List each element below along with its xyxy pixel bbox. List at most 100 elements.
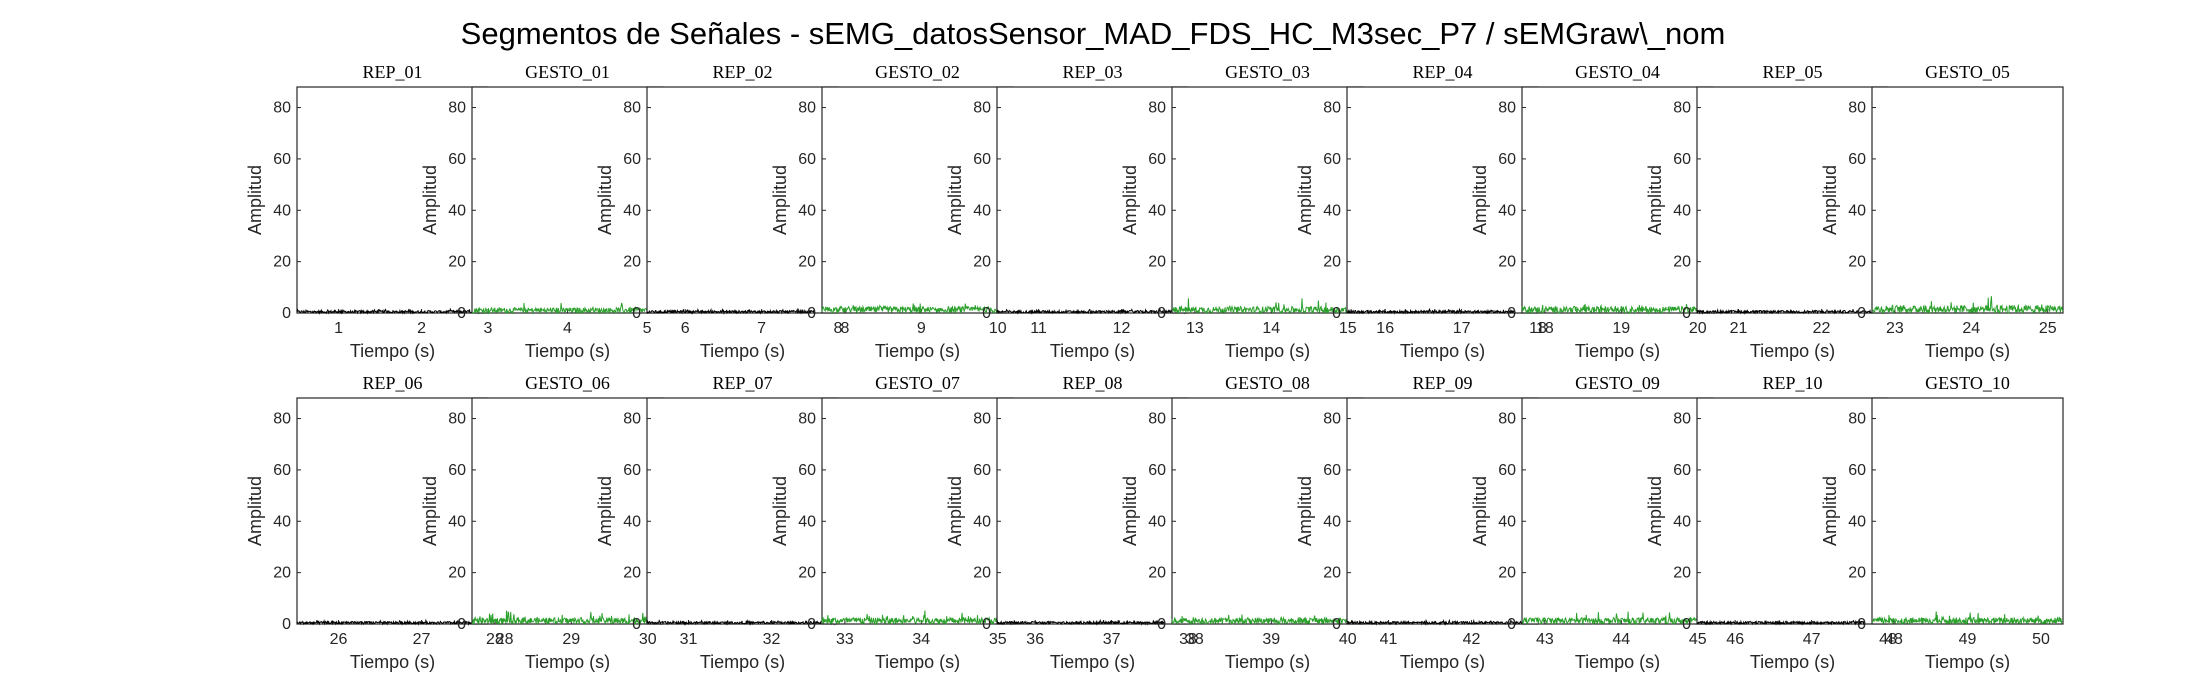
y-tick-label: 80: [973, 411, 991, 428]
subplot: 0 20 40 60 80 23 24 25 GESTO_05 Tiempo (s) Amplitu…: [1820, 62, 2064, 361]
x-tick-label: 32: [763, 631, 781, 648]
x-tick-label: 8: [834, 320, 843, 337]
x-tick-label: 49: [1959, 631, 1977, 648]
x-tick-label: 18: [1536, 320, 1554, 337]
y-tick-label: 40: [798, 202, 816, 219]
subplot-title: GESTO_05: [1925, 62, 2010, 82]
y-tick-label: 80: [1848, 100, 1866, 117]
signal-line: [1871, 611, 2064, 626]
x-tick-label: 26: [330, 631, 348, 648]
y-tick-label: 40: [1498, 202, 1516, 219]
y-tick-label: 40: [448, 513, 466, 530]
y-tick-label: 80: [273, 411, 291, 428]
signal-line: [1871, 296, 2064, 315]
y-tick-label: 80: [448, 411, 466, 428]
y-tick-label: 0: [982, 305, 991, 322]
x-tick-label: 23: [1886, 320, 1904, 337]
x-tick-label: 17: [1453, 320, 1471, 337]
subplot-title: REP_03: [1062, 62, 1122, 82]
x-tick-label: 30: [639, 631, 657, 648]
y-tick-label: 80: [1323, 411, 1341, 428]
x-tick-label: 24: [1962, 320, 1980, 337]
y-tick-label: 0: [457, 305, 466, 322]
y-tick-label: 20: [973, 565, 991, 582]
y-tick-label: 80: [1848, 411, 1866, 428]
subplot-title: GESTO_09: [1575, 373, 1660, 393]
x-tick-label: 38: [1186, 631, 1204, 648]
y-tick-label: 60: [448, 151, 466, 168]
y-tick-label: 20: [798, 254, 816, 271]
y-tick-label: 60: [1673, 462, 1691, 479]
x-axis-label: Tiempo (s): [1925, 341, 2010, 361]
y-tick-label: 60: [1498, 151, 1516, 168]
subplot: 0 20 40 60 80 16 17 18 REP_04 Tiempo (s) Amplitud: [1295, 62, 1547, 361]
y-tick-label: 40: [448, 202, 466, 219]
x-tick-label: 8: [840, 320, 849, 337]
plot-frame: [646, 397, 839, 625]
subplot-title: REP_10: [1762, 373, 1822, 393]
x-tick-label: 40: [1339, 631, 1357, 648]
signal-line: [471, 610, 664, 626]
x-tick-label: 20: [1689, 320, 1707, 337]
x-tick-label: 29: [562, 631, 580, 648]
y-axis-label: Amplitud: [1820, 165, 1840, 235]
y-tick-label: 0: [282, 305, 291, 322]
y-tick-label: 80: [1673, 411, 1691, 428]
y-tick-label: 0: [1157, 616, 1166, 633]
y-tick-label: 40: [623, 202, 641, 219]
x-tick-label: 34: [912, 631, 930, 648]
y-tick-label: 60: [1498, 462, 1516, 479]
subplot-title: REP_05: [1762, 62, 1822, 82]
y-tick-label: 60: [1848, 151, 1866, 168]
y-tick-label: 0: [632, 305, 641, 322]
y-tick-label: 60: [1323, 151, 1341, 168]
subplot: 0 20 40 60 80 13 14 15 GESTO_03 Tiempo (s) Amplitu…: [1120, 62, 1364, 361]
y-tick-label: 20: [1148, 254, 1166, 271]
y-tick-label: 80: [1148, 411, 1166, 428]
x-tick-label: 28: [486, 631, 504, 648]
y-tick-label: 0: [1857, 616, 1866, 633]
y-tick-label: 20: [1673, 254, 1691, 271]
x-tick-label: 6: [681, 320, 690, 337]
signal-line: [1346, 618, 1539, 626]
x-axis-label: Tiempo (s): [1750, 341, 1835, 361]
subplot-title: REP_01: [362, 62, 422, 82]
signal-line: [296, 307, 489, 315]
y-tick-label: 80: [798, 100, 816, 117]
x-axis-label: Tiempo (s): [525, 652, 610, 672]
x-tick-label: 46: [1726, 631, 1744, 648]
x-tick-label: 28: [496, 631, 514, 648]
subplot: 0 20 40 60 80 43 44 45 GESTO_09 Tiempo (s) Amplitu…: [1470, 373, 1714, 672]
y-tick-label: 20: [623, 565, 641, 582]
plot-frame: [1171, 397, 1364, 625]
x-tick-label: 21: [1730, 320, 1748, 337]
y-axis-label: Amplitud: [245, 165, 265, 235]
plot-frame: [1171, 86, 1364, 314]
y-tick-label: 60: [1148, 462, 1166, 479]
plot-frame: [296, 397, 489, 625]
y-axis-label: Amplitud: [945, 476, 965, 546]
y-tick-label: 80: [1148, 100, 1166, 117]
plot-frame: [996, 86, 1189, 314]
y-tick-label: 20: [1148, 565, 1166, 582]
y-tick-label: 40: [1148, 513, 1166, 530]
x-tick-label: 11: [1030, 320, 1047, 337]
x-tick-label: 2: [417, 320, 426, 337]
subplot: 0 20 40 60 80 38 39 40 GESTO_08 Tiempo (s) Amplitu…: [1120, 373, 1364, 672]
y-tick-label: 0: [1857, 305, 1866, 322]
x-axis-label: Tiempo (s): [1225, 341, 1310, 361]
y-tick-label: 60: [1323, 462, 1341, 479]
plot-frame: [471, 86, 664, 314]
figure-title: Segmentos de Señales - sEMG_datosSensor_…: [461, 16, 1726, 51]
y-tick-label: 40: [1673, 202, 1691, 219]
subplot-title: REP_04: [1412, 62, 1472, 82]
signal-line: [471, 302, 664, 315]
x-tick-label: 41: [1380, 631, 1398, 648]
x-tick-label: 31: [680, 631, 698, 648]
subplot: 0 20 40 60 80 36 37 38 REP_08 Tiempo (s) Amplitud: [945, 373, 1197, 672]
plot-frame: [1346, 86, 1539, 314]
y-tick-label: 20: [448, 254, 466, 271]
y-tick-label: 40: [1848, 202, 1866, 219]
